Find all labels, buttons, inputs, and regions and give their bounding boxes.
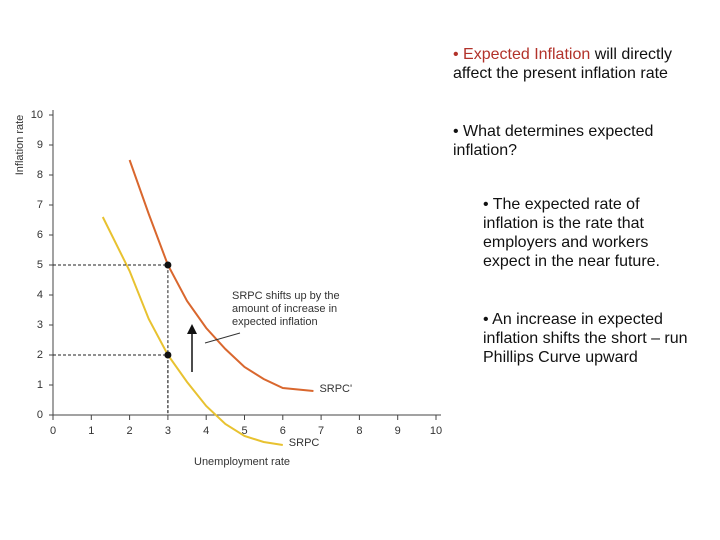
sub-bullet: • An increase in expected inflation shif… <box>483 311 688 366</box>
y-axis-label: Inflation rate <box>14 115 26 176</box>
y-tick-label: 8 <box>37 169 43 181</box>
y-tick-label: 9 <box>37 139 43 151</box>
y-tick-label: 10 <box>31 109 43 121</box>
dashed-guide <box>53 354 169 415</box>
y-tick-label: 1 <box>37 379 43 391</box>
y-tick-label: 5 <box>37 259 43 271</box>
x-tick-label: 8 <box>356 425 362 437</box>
x-tick-label: 6 <box>280 425 286 437</box>
x-tick-label: 9 <box>395 425 401 437</box>
x-tick-label: 10 <box>430 425 442 437</box>
sub-bullet: • The expected rate of inflation is the … <box>483 196 660 270</box>
y-tick-label: 4 <box>37 289 43 301</box>
y-tick-label: 6 <box>37 229 43 241</box>
dashed-guide <box>53 264 169 415</box>
annotation-pointer <box>204 332 241 344</box>
point <box>164 261 172 269</box>
x-tick-label: 5 <box>241 425 247 437</box>
x-tick-label: 1 <box>88 425 94 437</box>
arrow-head <box>187 324 197 334</box>
y-tick-label: 2 <box>37 349 43 361</box>
annotation: SRPC shifts up by the <box>232 290 340 302</box>
curve <box>128 159 314 392</box>
y-tick-label: 7 <box>37 199 43 211</box>
x-tick-label: 2 <box>127 425 133 437</box>
curve <box>101 216 283 446</box>
annotation: expected inflation <box>232 316 318 328</box>
y-tick-label: 3 <box>37 319 43 331</box>
bullet-text: will directly affect the present inflati… <box>453 46 673 82</box>
bullet-highlight: • Expected Inflation <box>453 46 591 63</box>
x-tick-label: 4 <box>203 425 209 437</box>
bullet: • What determines expected inflation? <box>453 123 654 159</box>
x-axis-label: Unemployment rate <box>194 456 290 468</box>
point <box>164 351 172 359</box>
x-tick-label: 7 <box>318 425 324 437</box>
x-tick-label: 0 <box>50 425 56 437</box>
curve-label: SRPC <box>289 437 320 449</box>
bullet: • Expected Inflation will directly affec… <box>453 45 713 83</box>
curve-label: SRPC' <box>319 383 352 395</box>
annotation: amount of increase in <box>232 303 337 315</box>
x-tick-label: 3 <box>165 425 171 437</box>
y-tick-label: 0 <box>37 409 43 421</box>
